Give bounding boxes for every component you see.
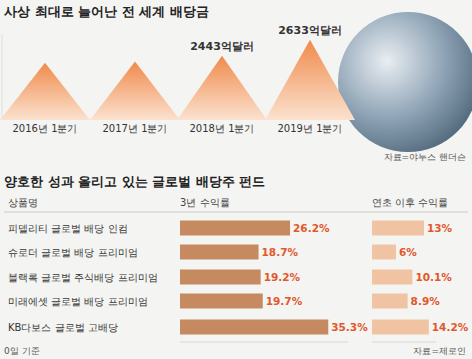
data-label: 2443억달러	[190, 40, 254, 53]
y-tick-label: 슈로더 글로벌 배당 프리미엄	[8, 247, 138, 258]
data-label: 6%	[399, 246, 417, 258]
globe	[338, 12, 472, 152]
x-tick-label: 2019년 1분기	[278, 123, 343, 134]
data-label: 10.1%	[415, 271, 452, 283]
column-header: 상품명	[8, 197, 38, 208]
y-tick-label: 블랙록 글로벌 주식배당 프리미엄	[8, 272, 158, 283]
bar	[372, 245, 396, 260]
chart-title: 사상 최대로 늘어난 전 세계 배당금	[4, 4, 209, 19]
y-tick-label: 피델리티 글로벌 배당 인컴	[8, 223, 128, 234]
triangle-bar	[265, 40, 355, 120]
x-axis-line	[180, 342, 348, 343]
y-tick-label: KB다보스 글로벌 고배당	[8, 322, 118, 333]
bar	[180, 294, 263, 309]
triangle-bar	[177, 56, 267, 120]
column-header: 연초 이후 수익률	[372, 197, 448, 208]
bar	[372, 270, 412, 285]
source: 자료=제로인	[413, 346, 466, 356]
source: 자료=야누스 핸더슨	[384, 152, 466, 162]
triangle-bar	[0, 63, 90, 120]
infographic: 사상 최대로 늘어난 전 세계 배당금 2016년 1분기 2017년 1분기 201…	[0, 0, 472, 359]
bar	[180, 245, 259, 260]
column-header: 3년 수익률	[180, 197, 230, 208]
data-label: 19.2%	[264, 271, 301, 283]
data-label: 19.7%	[266, 295, 303, 307]
bar	[180, 270, 261, 285]
bar	[180, 320, 328, 335]
note: 0일 기준	[4, 346, 40, 356]
data-label: 2633억달러	[278, 24, 342, 37]
marks	[180, 221, 328, 335]
y-axis-line	[2, 34, 3, 120]
data-label: 14.2%	[432, 321, 469, 333]
data-label: 35.3%	[331, 321, 368, 333]
chart-title: 양호한 성과 올리고 있는 글로벌 배당주 펀드	[4, 174, 265, 189]
bar	[180, 221, 290, 236]
data-label: 13%	[427, 222, 453, 234]
y-tick-label: 미래에셋 글로벌 배당 프리미엄	[8, 296, 148, 307]
data-label: 26.2%	[293, 222, 330, 234]
bar	[372, 320, 429, 335]
data-label: 18.7%	[262, 246, 299, 258]
header-rule	[4, 212, 468, 213]
data-label: 8.9%	[411, 295, 441, 307]
bar	[372, 294, 408, 309]
x-axis-line	[372, 342, 436, 343]
marks	[0, 40, 355, 120]
x-tick-label: 2018년 1분기	[190, 123, 255, 134]
x-tick-label: 2017년 1분기	[103, 123, 168, 134]
x-tick-label: 2016년 1분기	[13, 123, 78, 134]
bar	[372, 221, 424, 236]
triangle-bar	[90, 61, 180, 120]
